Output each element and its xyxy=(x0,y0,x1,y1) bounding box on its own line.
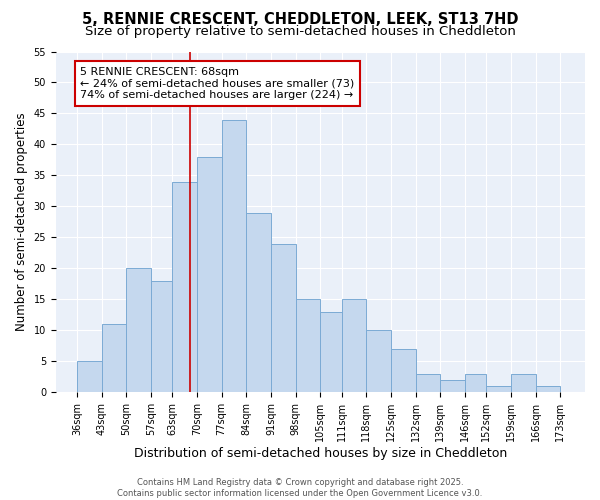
Bar xyxy=(536,386,560,392)
Text: Size of property relative to semi-detached houses in Cheddleton: Size of property relative to semi-detach… xyxy=(85,25,515,38)
Bar xyxy=(296,300,320,392)
Bar xyxy=(221,120,246,392)
Text: Contains HM Land Registry data © Crown copyright and database right 2025.
Contai: Contains HM Land Registry data © Crown c… xyxy=(118,478,482,498)
Bar xyxy=(151,281,172,392)
Bar xyxy=(391,349,416,393)
Bar xyxy=(320,312,341,392)
Bar xyxy=(416,374,440,392)
Bar xyxy=(127,268,151,392)
Bar xyxy=(440,380,465,392)
Bar xyxy=(511,374,536,392)
Bar xyxy=(77,362,101,392)
X-axis label: Distribution of semi-detached houses by size in Cheddleton: Distribution of semi-detached houses by … xyxy=(134,447,507,460)
Text: 5 RENNIE CRESCENT: 68sqm
← 24% of semi-detached houses are smaller (73)
74% of s: 5 RENNIE CRESCENT: 68sqm ← 24% of semi-d… xyxy=(80,67,355,100)
Text: 5, RENNIE CRESCENT, CHEDDLETON, LEEK, ST13 7HD: 5, RENNIE CRESCENT, CHEDDLETON, LEEK, ST… xyxy=(82,12,518,28)
Bar xyxy=(197,157,221,392)
Bar xyxy=(101,324,127,392)
Bar xyxy=(341,300,366,392)
Bar xyxy=(366,330,391,392)
Bar xyxy=(172,182,197,392)
Bar xyxy=(465,374,486,392)
Bar xyxy=(486,386,511,392)
Bar xyxy=(246,212,271,392)
Bar xyxy=(271,244,296,392)
Y-axis label: Number of semi-detached properties: Number of semi-detached properties xyxy=(15,112,28,331)
